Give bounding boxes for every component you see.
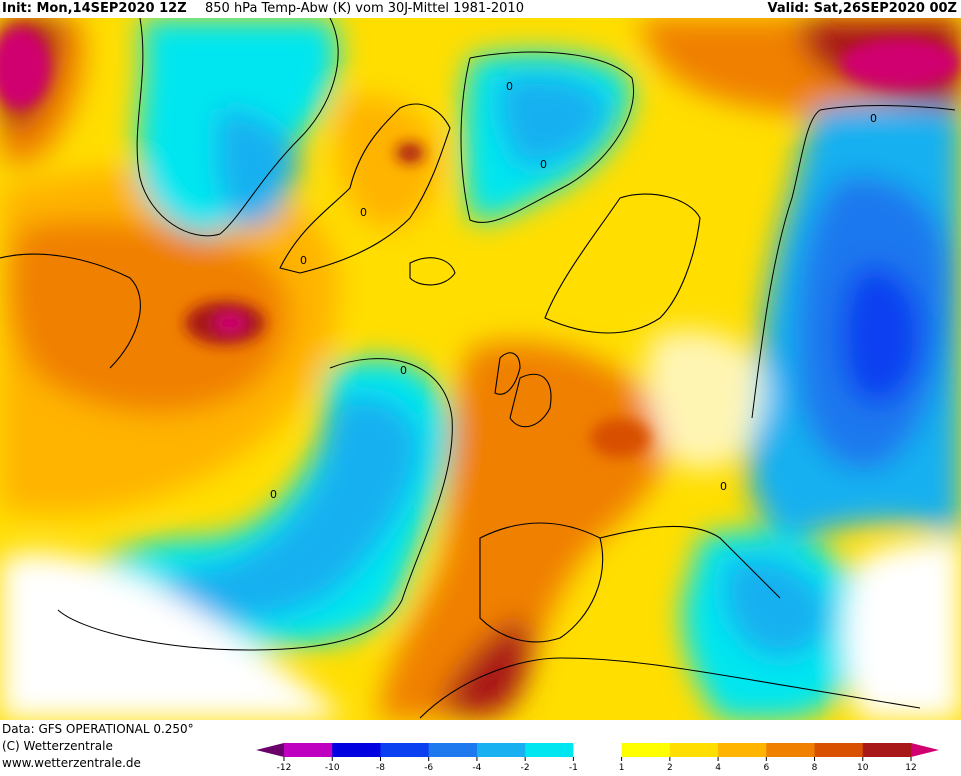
anomaly-regions (0, 18, 961, 720)
cold-core-iceland-north (498, 74, 610, 168)
neutral-region-central (646, 330, 770, 470)
legend-tick-label: 1 (619, 763, 625, 773)
map-header: Init: Mon,14SEP2020 12Z 850 hPa Temp-Abw… (0, 0, 961, 18)
coastline-mediterranean-north (599, 525, 781, 599)
legend-tick-label: -1 (569, 763, 578, 773)
contour-label: 0 (270, 488, 277, 501)
contour-label: 0 (870, 112, 877, 125)
legend-tick-label: -10 (325, 763, 340, 773)
legend-color-box (380, 743, 430, 757)
legend-tick-label: -8 (376, 763, 385, 773)
contour-labels: 0 0 0 0 0 0 0 0 (270, 80, 877, 501)
neutral-region-southeast (845, 538, 961, 720)
website-label: www.wetterzentrale.de (2, 756, 141, 770)
data-source-label: Data: GFS OPERATIONAL 0.250° (2, 722, 194, 736)
peak-spot-atlantic (214, 313, 246, 333)
cold-peak-east (841, 266, 922, 405)
contour-iceland (460, 51, 634, 223)
warm-region-west-core (9, 219, 289, 414)
legend-color-box (862, 743, 912, 757)
legend-color-box (573, 743, 623, 757)
legend-tick-label: 10 (857, 763, 869, 773)
contour-east (751, 105, 956, 419)
map-footer: Data: GFS OPERATIONAL 0.250° (C) Wetterz… (0, 720, 961, 776)
contour-label: 0 (540, 158, 547, 171)
legend-tick-label: 8 (812, 763, 818, 773)
peak-spot-ne (840, 38, 960, 88)
hot-spot-europe (590, 418, 650, 458)
legend-color-box (621, 743, 671, 757)
legend-color-box (814, 743, 864, 757)
legend-arrow-left (256, 743, 284, 757)
legend-tick-label: 2 (667, 763, 673, 773)
legend-color-box (476, 743, 526, 757)
hot-spot-greenland (396, 143, 424, 163)
coastline-iberia (479, 522, 604, 643)
cold-core-greenland (216, 108, 300, 228)
legend-arrow-right (911, 743, 939, 757)
copyright-label: (C) Wetterzentrale (2, 739, 113, 753)
valid-time-label: Valid: Sat,26SEP2020 00Z (767, 1, 957, 16)
coastline-iceland (409, 257, 456, 286)
coastline-british-isles (494, 352, 552, 428)
contour-label: 0 (300, 254, 307, 267)
hot-region-iberia (440, 618, 531, 717)
cold-core-atlantic (155, 395, 420, 622)
contour-label: 0 (360, 206, 367, 219)
zero-contours (57, 18, 956, 651)
legend-tick-label: 6 (763, 763, 769, 773)
peak-spot-nw (0, 28, 50, 108)
coastline-africa (419, 657, 921, 719)
legend-tick-label: -2 (521, 763, 530, 773)
contour-atlantic (57, 358, 453, 651)
anomaly-peaks (0, 28, 960, 458)
legend-color-box (766, 743, 816, 757)
legend-tick-label: -12 (277, 763, 292, 773)
contour-label: 0 (506, 80, 513, 93)
contour-label: 0 (400, 364, 407, 377)
coastlines (0, 103, 921, 719)
legend-tick-label: -6 (424, 763, 433, 773)
contour-label: 0 (720, 480, 727, 493)
map-title: 850 hPa Temp-Abw (K) vom 30J-Mittel 1981… (205, 1, 524, 16)
contour-greenland (136, 18, 339, 237)
coastline-north-america (0, 253, 141, 369)
warm-region-greenland-east (337, 95, 440, 228)
legend-color-box (718, 743, 767, 757)
legend-color-boxes (284, 743, 912, 757)
temperature-anomaly-map: 0 0 0 0 0 0 0 0 (0, 18, 961, 720)
legend-color-box (669, 743, 719, 757)
legend-color-box (525, 743, 574, 757)
legend-color-box (284, 743, 333, 757)
legend-tick-label: 12 (905, 763, 916, 773)
legend-tick-labels: -12 -10 -8 -6 -4 -2 -1 1 2 4 6 8 10 12 (277, 757, 917, 773)
color-legend: -12 -10 -8 -6 -4 -2 -1 1 2 4 6 8 10 12 (256, 743, 939, 773)
legend-tick-label: 4 (715, 763, 721, 773)
cold-core-southeast (722, 556, 830, 658)
legend-tick-label: -4 (472, 763, 481, 773)
legend-color-box (332, 743, 381, 757)
anomaly-field: 0 0 0 0 0 0 0 0 (0, 18, 961, 720)
coastline-scandinavia (544, 193, 701, 334)
legend-color-box (428, 743, 478, 757)
init-time-label: Init: Mon,14SEP2020 12Z (2, 1, 187, 16)
neutral-region-southwest (0, 552, 340, 720)
coastline-greenland (279, 103, 451, 274)
